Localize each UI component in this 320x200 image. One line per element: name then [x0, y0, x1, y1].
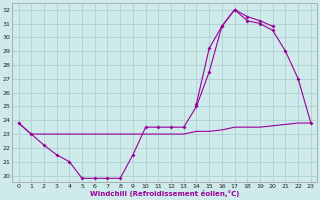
X-axis label: Windchill (Refroidissement éolien,°C): Windchill (Refroidissement éolien,°C) [90, 190, 239, 197]
